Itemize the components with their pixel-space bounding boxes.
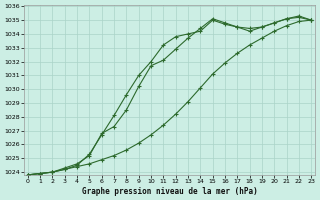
X-axis label: Graphe pression niveau de la mer (hPa): Graphe pression niveau de la mer (hPa): [82, 187, 257, 196]
